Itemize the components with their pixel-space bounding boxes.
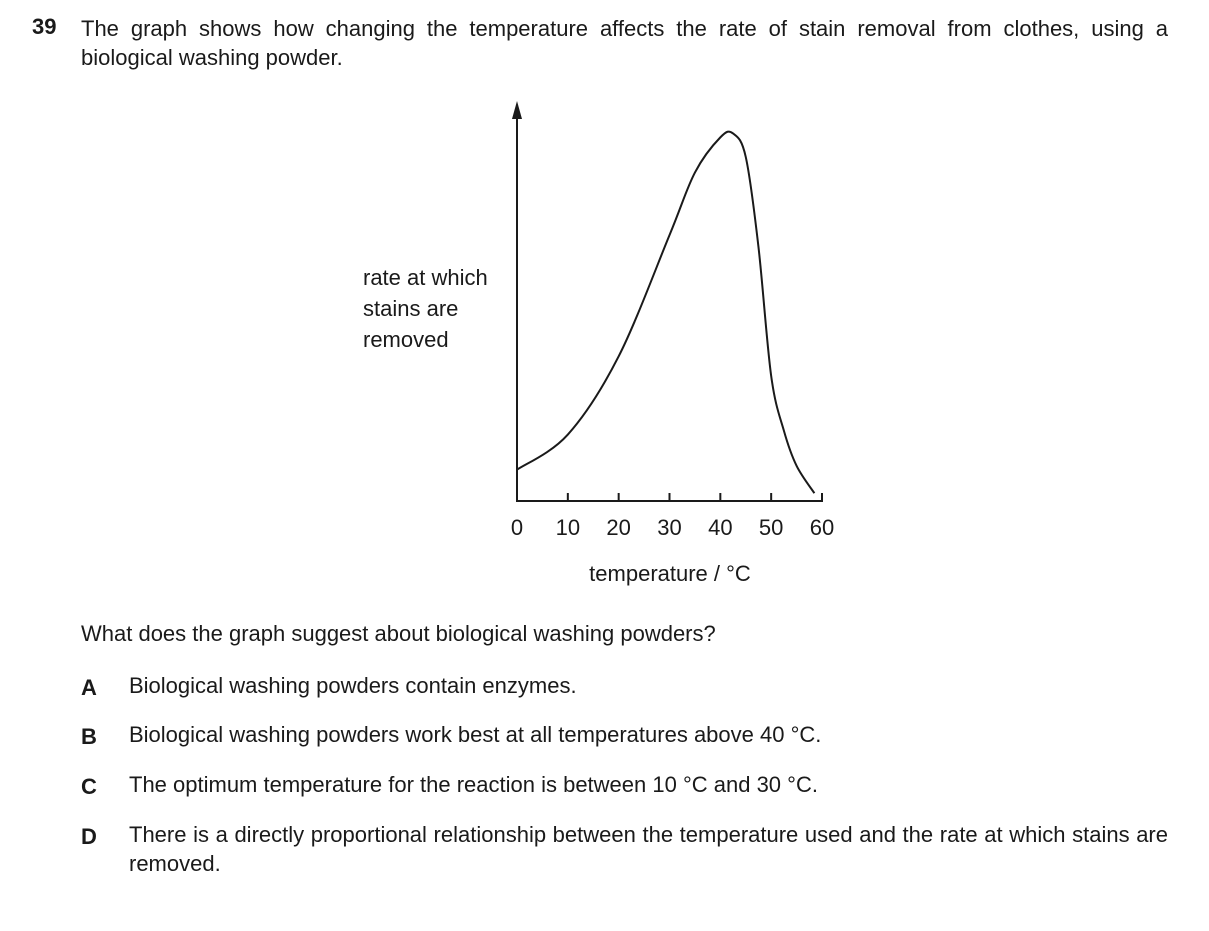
x-tick-label: 20 [606, 515, 630, 540]
option-text: Biological washing powders contain enzym… [129, 673, 577, 698]
question-number: 39 [32, 14, 57, 39]
y-axis-label: rate at which stains are removed [363, 265, 488, 352]
x-tick-label: 40 [708, 515, 732, 540]
option-text: The optimum temperature for the reaction… [129, 772, 818, 797]
x-axis-label: temperature / °C [589, 561, 751, 586]
option-text: There is a directly proportional relatio… [129, 822, 1168, 876]
prompt: What does the graph suggest about biolog… [81, 621, 716, 646]
option-text: Biological washing powders work best at … [129, 722, 822, 747]
option-letter: C [81, 774, 97, 799]
y-axis-arrow [512, 101, 522, 119]
x-tick-label: 50 [759, 515, 783, 540]
option-letter: D [81, 824, 97, 849]
x-tick-label: 60 [810, 515, 834, 540]
question-text: The graph shows how changing the tempera… [81, 16, 1168, 70]
x-tick-label: 0 [511, 515, 523, 540]
curve [516, 130, 816, 494]
option-letter: A [81, 675, 97, 700]
x-tick-label: 10 [556, 515, 580, 540]
option-letter: B [81, 724, 97, 749]
x-tick-label: 30 [657, 515, 681, 540]
